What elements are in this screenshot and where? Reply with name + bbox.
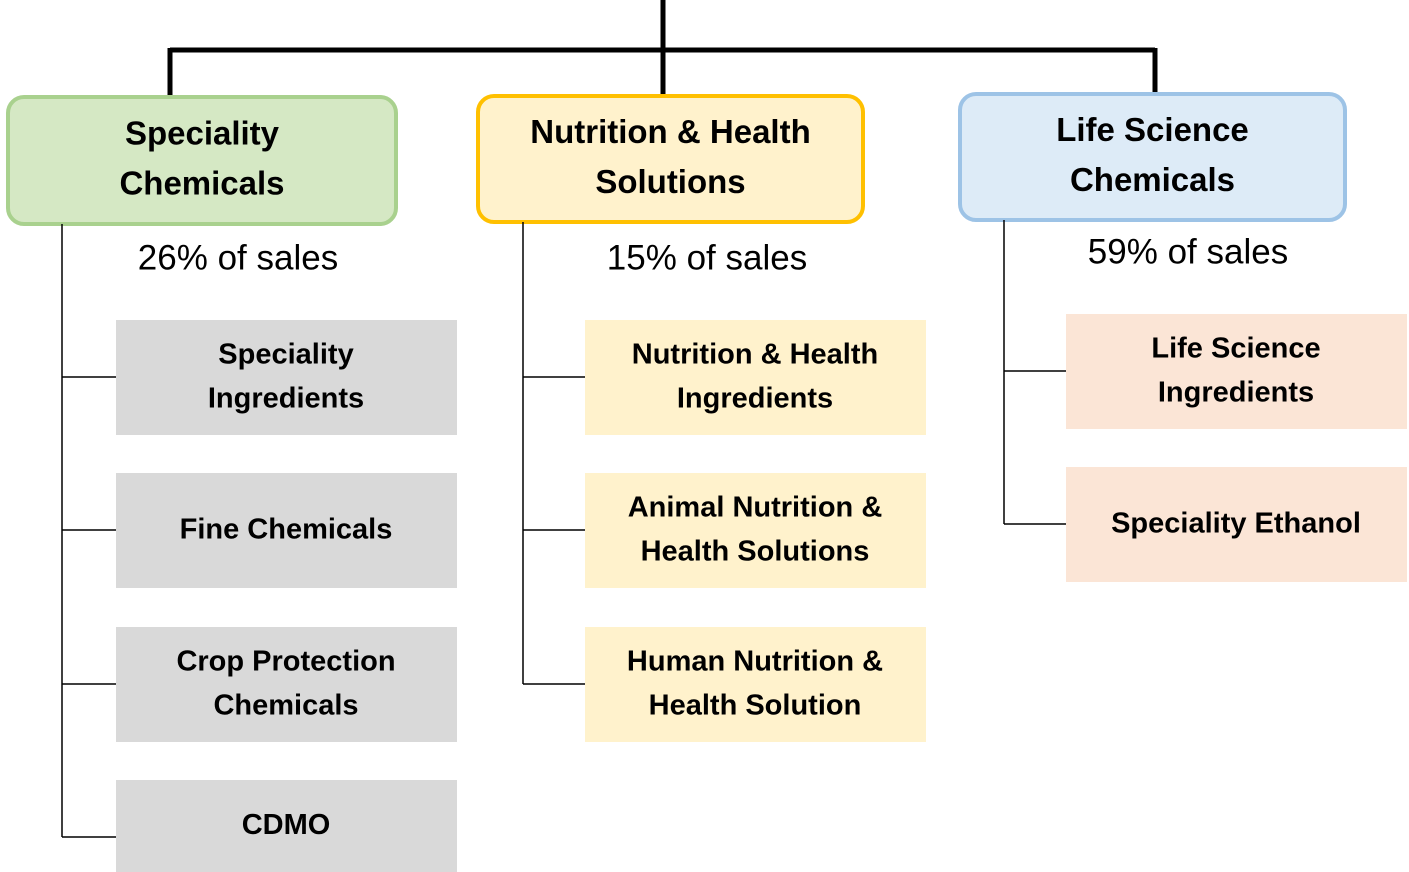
label-line: Crop Protection: [176, 645, 395, 677]
segment-box: [116, 473, 457, 588]
label-line: Ingredients: [677, 382, 833, 414]
sales-share: 15% of sales: [607, 238, 807, 277]
label-line: Chemicals: [1070, 161, 1235, 198]
label-line: Speciality: [125, 114, 280, 151]
label-line: Ingredients: [208, 382, 364, 414]
label: Life Science Ingredients: [1151, 332, 1320, 408]
segment-box: [1066, 314, 1407, 429]
segment-box: [585, 627, 926, 742]
label-line: Speciality: [218, 338, 353, 370]
top-connectors: [167, 0, 1158, 97]
label: Animal Nutrition & Health Solutions: [628, 491, 883, 567]
label: Nutrition & Health Solutions: [530, 113, 810, 200]
segment-box: [116, 627, 457, 742]
label-line: Nutrition & Health: [632, 338, 879, 370]
label-line: Fine Chemicals: [180, 513, 393, 545]
division-box: [6, 95, 398, 226]
segment-box: [116, 320, 457, 435]
label-line: Health Solutions: [641, 535, 870, 567]
sales-share: 26% of sales: [138, 238, 338, 277]
label: Speciality Ethanol: [1111, 507, 1361, 539]
label: Life Science Chemicals: [1056, 111, 1249, 198]
label-line: Solutions: [595, 163, 745, 200]
label: Speciality Chemicals: [119, 114, 284, 201]
label: Fine Chemicals: [180, 513, 393, 545]
label-line: CDMO: [242, 809, 331, 841]
label: Crop Protection Chemicals: [176, 645, 395, 721]
label-line: Animal Nutrition &: [628, 491, 883, 523]
label-line: Life Science: [1151, 332, 1320, 364]
label: Speciality Ingredients: [208, 338, 364, 414]
segment-box: [116, 780, 457, 872]
segment-box: [585, 473, 926, 588]
label-line: Chemicals: [213, 689, 358, 721]
label-line: Ingredients: [1158, 376, 1314, 408]
division-box: [958, 92, 1347, 222]
label: Nutrition & Health Ingredients: [632, 338, 879, 414]
label: CDMO: [242, 809, 331, 841]
label-line: Health Solution: [649, 689, 862, 721]
label-line: Nutrition & Health: [530, 113, 810, 150]
division-box: [476, 94, 865, 224]
segment-box: [1066, 467, 1407, 582]
sales-share: 59% of sales: [1088, 232, 1288, 271]
label-line: Chemicals: [119, 164, 284, 201]
label: Human Nutrition & Health Solution: [627, 645, 883, 721]
label-line: Speciality Ethanol: [1111, 507, 1361, 539]
label-line: Life Science: [1056, 111, 1249, 148]
label-line: Human Nutrition &: [627, 645, 883, 677]
segment-box: [585, 320, 926, 435]
